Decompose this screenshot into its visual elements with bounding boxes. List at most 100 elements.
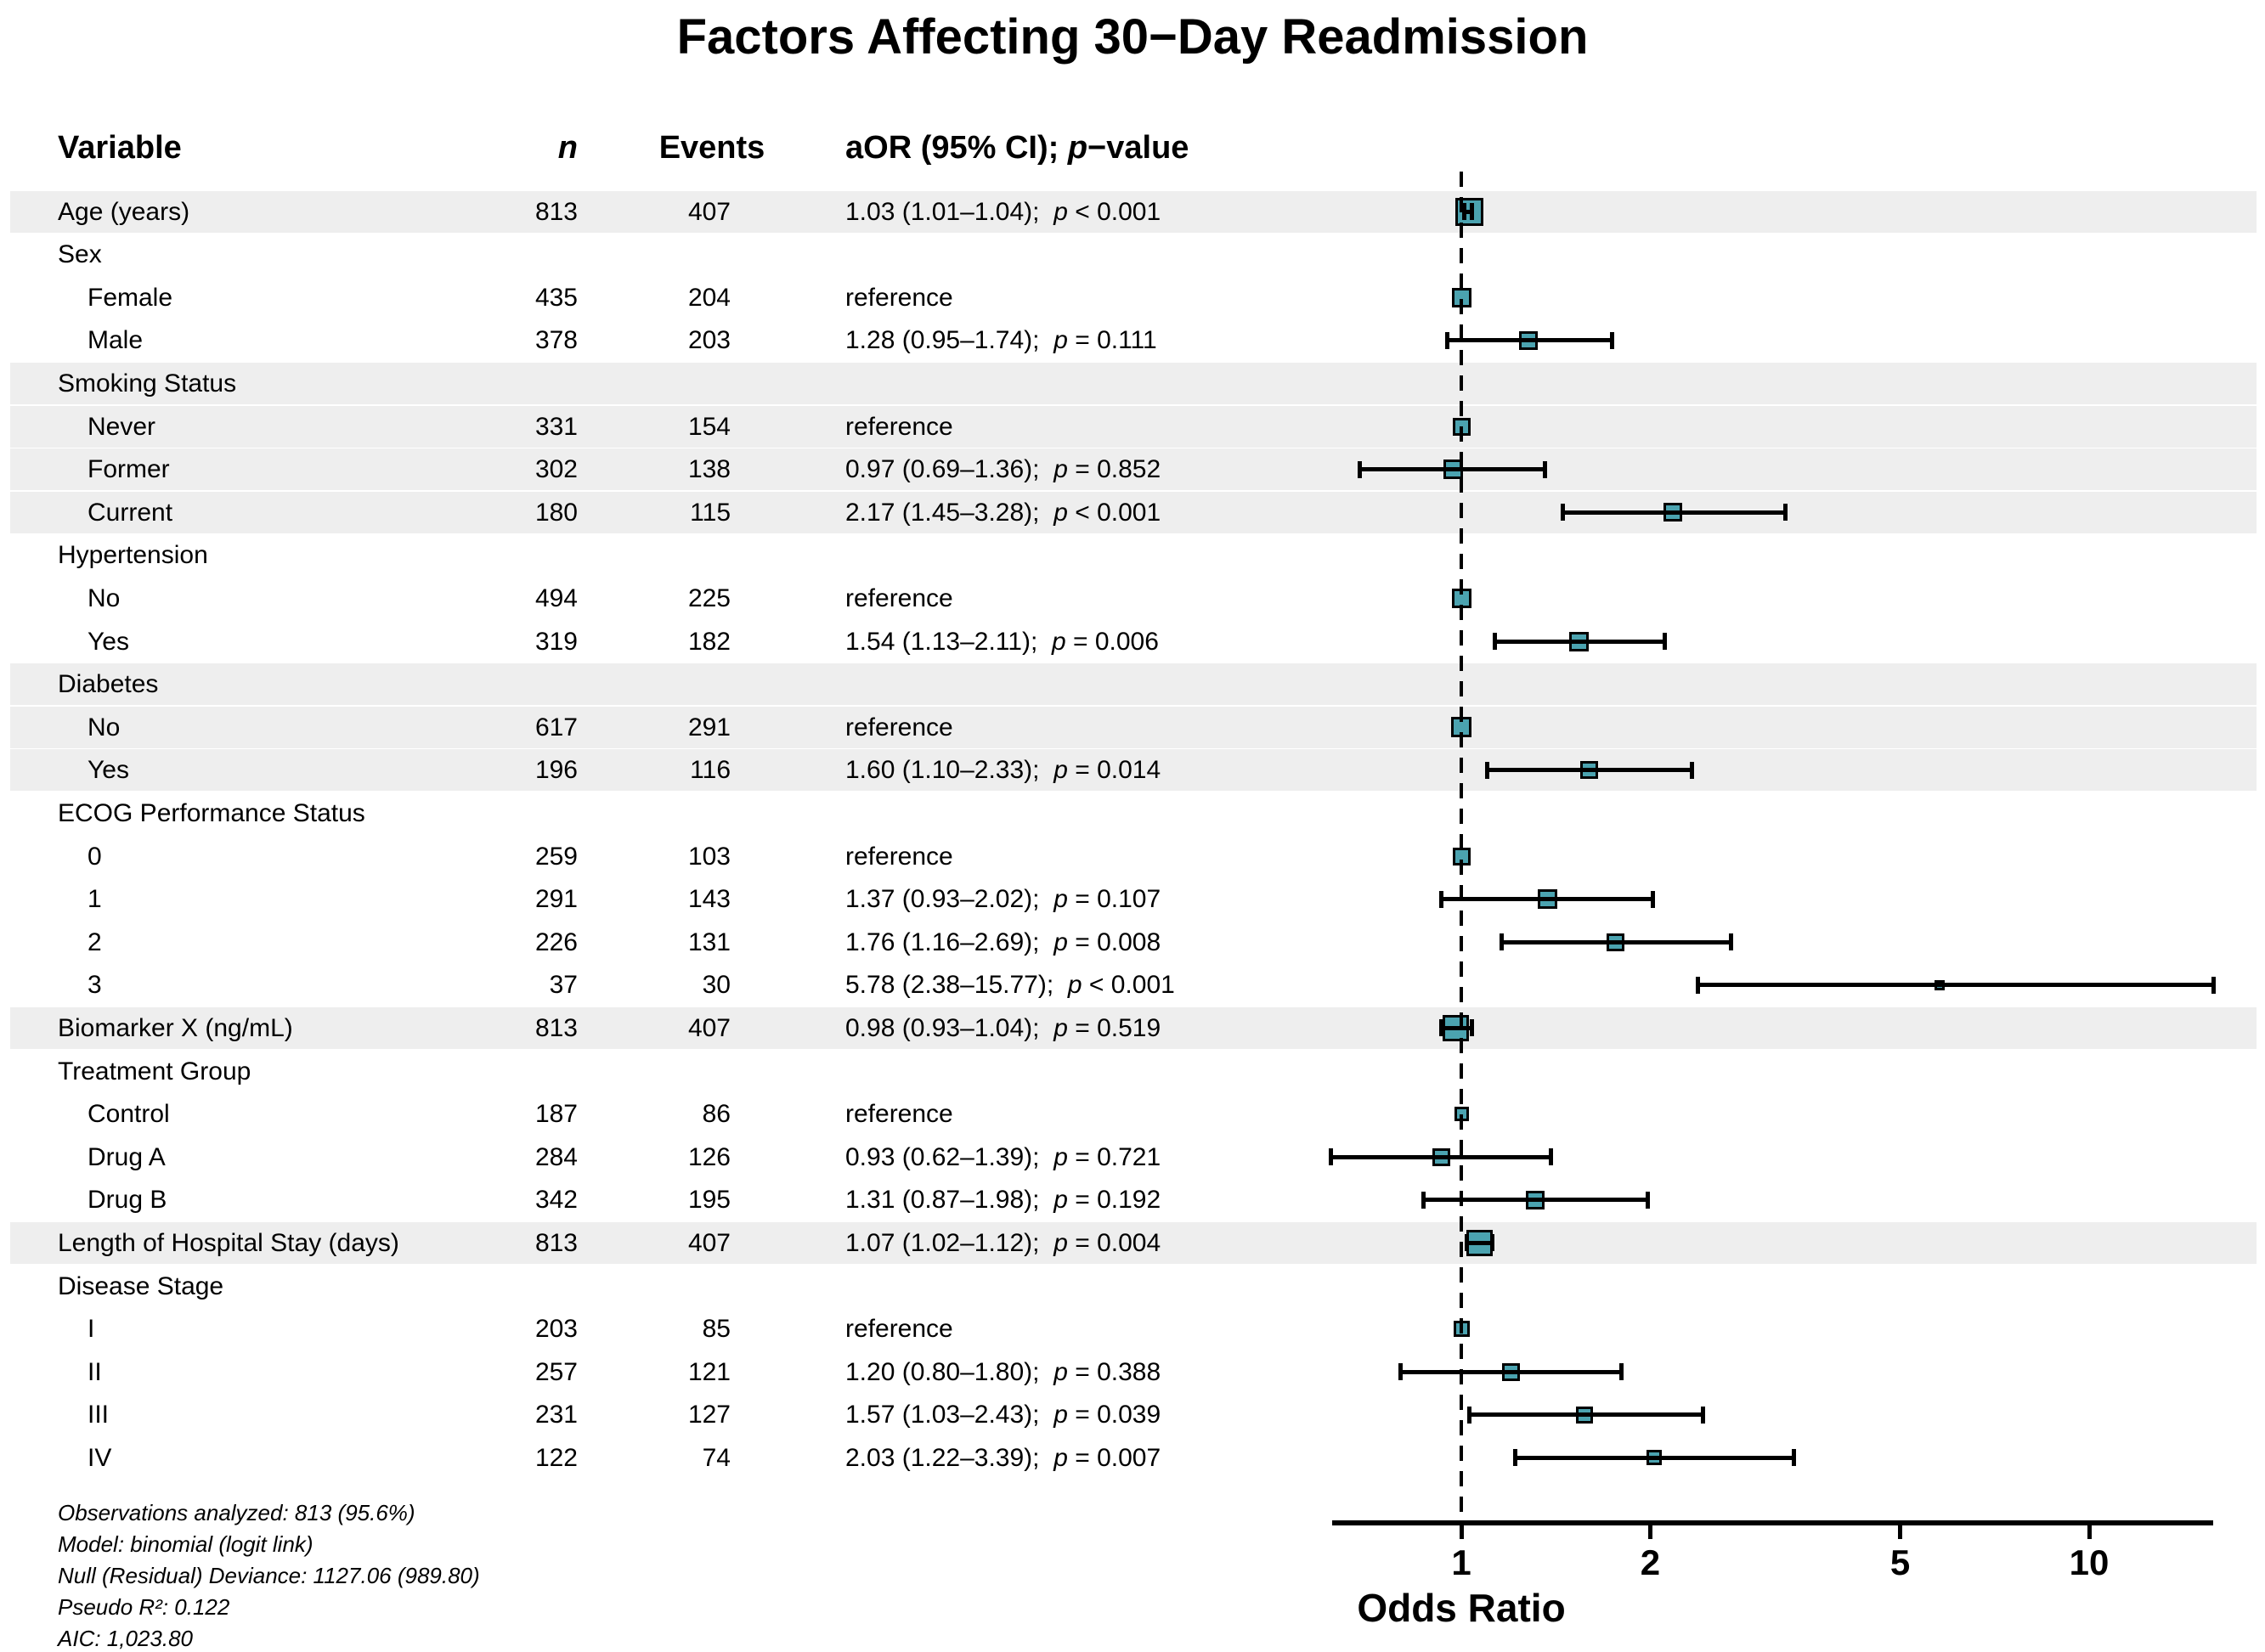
ci-cap-high (1543, 460, 1548, 478)
ci-line (1441, 897, 1653, 902)
ci-cap-low (1492, 633, 1497, 650)
x-axis-tickmark (2087, 1520, 2092, 1539)
row-n-value: 203 (534, 1315, 578, 1344)
p-italic: p (1053, 1401, 1068, 1429)
ci-line (1515, 1455, 1794, 1460)
table-row: 2 226 131 1.76 (1.16–2.69); p = 0.008 (10, 922, 2257, 963)
row-n-value: 226 (534, 927, 578, 956)
ci-cap-high (1663, 633, 1668, 650)
row-estimate-text: 1.60 (1.10–2.33); p = 0.014 (845, 756, 1161, 785)
row-label: Disease Stage (58, 1271, 224, 1300)
row-label: Yes (88, 756, 129, 785)
ci-cap-high (2211, 976, 2216, 994)
row-estimate-text: 1.54 (1.13–2.11); p = 0.006 (845, 627, 1159, 656)
ci-line (1487, 768, 1692, 773)
table-row: Hypertension (10, 534, 2257, 576)
reference-line-or1 (1460, 172, 1463, 1520)
row-n-value: 302 (534, 455, 578, 484)
table-row: Female 435 204 reference (10, 277, 2257, 319)
row-label: Diabetes (58, 670, 159, 699)
p-italic: p (1053, 885, 1068, 914)
row-label: Length of Hospital Stay (days) (58, 1228, 399, 1257)
row-events-value: 115 (690, 498, 731, 527)
row-n-value: 813 (534, 1013, 578, 1042)
p-italic: p (1053, 756, 1068, 785)
x-axis-ticklabel: 1 (1451, 1542, 1471, 1582)
ci-cap-low (1464, 1234, 1469, 1252)
row-estimate-text: reference (845, 1100, 953, 1129)
table-row: Age (years) 813 407 1.03 (1.01–1.04); p < 0… (10, 190, 2257, 233)
row-label: Biomarker X (ng/mL) (58, 1013, 293, 1042)
row-label: ECOG Performance Status (58, 798, 365, 827)
row-estimate-text: 1.57 (1.03–2.43); p = 0.039 (845, 1401, 1161, 1429)
p-italic: p (1053, 326, 1068, 355)
row-estimate-text: 0.97 (0.69–1.36); p = 0.852 (845, 455, 1161, 484)
footnote-pseudo-r2: Pseudo R²: 0.122 (58, 1594, 230, 1620)
ci-cap-low (1695, 976, 1700, 994)
ci-cap-high (1782, 504, 1788, 522)
row-n-value: 187 (534, 1100, 578, 1129)
row-n-value: 196 (534, 756, 578, 785)
p-italic: p (1053, 1228, 1068, 1257)
table-row: Drug B 342 195 1.31 (0.87–1.98); p = 0.192 (10, 1179, 2257, 1221)
ci-line (1501, 939, 1731, 944)
table-row: Current 180 115 2.17 (1.45–3.28); p < 0.001 (10, 491, 2257, 533)
footnote-observations: Observations analyzed: 813 (95.6%) (58, 1500, 415, 1525)
table-row: 0 259 103 reference (10, 836, 2257, 877)
row-events-value: 225 (687, 584, 731, 612)
row-label: Drug A (88, 1142, 166, 1171)
footnote-aic: AIC: 1,023.80 (58, 1626, 193, 1651)
column-header-aor: aOR (95% CI); p−value (845, 127, 1189, 168)
row-n-value: 813 (534, 1228, 578, 1257)
row-events-value: 116 (690, 756, 731, 785)
row-n-value: 259 (534, 842, 578, 871)
row-events-value: 74 (702, 1443, 731, 1472)
row-n-value: 617 (534, 713, 578, 741)
x-axis-label: Odds Ratio (1357, 1586, 1566, 1630)
page-title: Factors Affecting 30−Day Readmission (676, 9, 1589, 65)
row-events-value: 103 (687, 842, 731, 871)
column-header-n: n (557, 130, 578, 166)
ci-line (1494, 639, 1665, 644)
row-label: Treatment Group (58, 1057, 251, 1085)
row-events-value: 291 (687, 713, 731, 741)
footnote-deviance: Null (Residual) Deviance: 1127.06 (989.8… (58, 1563, 480, 1588)
row-estimate-text: reference (845, 412, 953, 441)
p-italic: p (1053, 1357, 1068, 1386)
row-estimate-text: 1.07 (1.02–1.12); p = 0.004 (845, 1228, 1161, 1257)
row-n-value: 331 (534, 412, 578, 441)
p-italic: p (1053, 1142, 1068, 1171)
row-estimate-text: 1.03 (1.01–1.04); p < 0.001 (845, 197, 1161, 226)
row-n-value: 231 (534, 1401, 578, 1429)
table-row: Control 187 86 reference (10, 1093, 2257, 1135)
row-events-value: 407 (687, 1228, 731, 1257)
row-estimate-text: 0.98 (0.93–1.04); p = 0.519 (845, 1013, 1161, 1042)
table-row: Yes 319 182 1.54 (1.13–2.11); p = 0.006 (10, 621, 2257, 662)
row-estimate-text: 1.20 (0.80–1.80); p = 0.388 (845, 1357, 1161, 1386)
table-row: Diabetes (10, 663, 2257, 706)
ci-cap-low (1466, 1406, 1471, 1424)
ci-cap-low (1500, 933, 1505, 951)
row-events-value: 195 (687, 1186, 731, 1215)
row-events-value: 182 (687, 627, 731, 656)
row-label: Female (88, 283, 173, 312)
row-events-value: 85 (702, 1315, 731, 1344)
row-events-value: 126 (687, 1142, 731, 1171)
row-label: Control (88, 1100, 170, 1129)
x-axis-tickmark (1459, 1520, 1464, 1539)
table-row: Former 302 138 0.97 (0.69–1.36); p = 0.852 (10, 448, 2257, 491)
row-events-value: 30 (702, 971, 731, 1000)
row-n-value: 257 (534, 1357, 578, 1386)
ci-cap-low (1421, 1191, 1426, 1209)
row-estimate-text: 1.31 (0.87–1.98); p = 0.192 (845, 1186, 1161, 1215)
p-italic: p (1053, 455, 1068, 484)
ci-cap-low (1398, 1363, 1403, 1381)
table-row: IV 122 74 2.03 (1.22–3.39); p = 0.007 (10, 1437, 2257, 1479)
row-label: IV (88, 1443, 112, 1472)
row-label: 0 (88, 842, 102, 871)
ci-line (1562, 510, 1786, 515)
table-row: Yes 196 116 1.60 (1.10–2.33); p = 0.014 (10, 749, 2257, 792)
ci-cap-high (1729, 933, 1734, 951)
table-row: II 257 121 1.20 (0.80–1.80); p = 0.388 (10, 1351, 2257, 1393)
row-events-value: 131 (687, 927, 731, 956)
